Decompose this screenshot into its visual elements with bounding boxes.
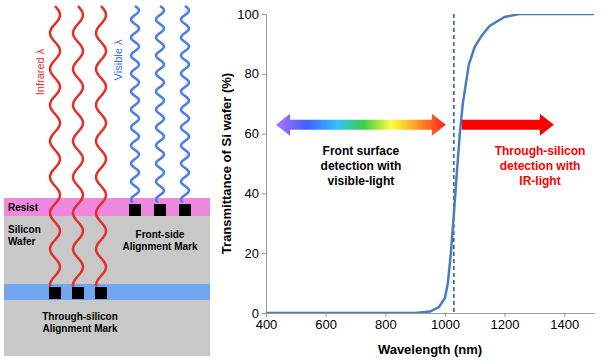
axis-line [267,313,595,314]
visible-label: Visible λ [112,39,124,80]
text-line: Alignment Mark [42,323,117,334]
resist-label: Resist [8,202,39,213]
tick-label: 1000 [431,317,460,332]
alignment-mark [129,204,141,216]
tick: 80 [245,66,266,81]
tick: 1400 [550,313,579,332]
plot-area [266,14,594,313]
through-mark-label: Through-siliconAlignment Mark [42,311,118,334]
wafer-label: SiliconWafer [8,224,41,247]
text-line: Through-silicon [495,144,586,158]
tick-label: 80 [245,66,259,81]
tick-mark [262,313,266,314]
alignment-mark [95,287,107,299]
transmittance-line [266,14,594,313]
tick-label: 0 [252,306,259,321]
text-line: Alignment Mark [122,241,197,252]
tick-mark [262,253,266,254]
tick-label: 1400 [550,317,579,332]
tick: 1200 [491,313,520,332]
light-wave [96,6,106,287]
tick: 1000 [431,313,460,332]
tick: 100 [237,7,266,22]
base-layer [4,300,210,356]
tick: 800 [375,313,397,332]
tick: 60 [245,126,266,141]
annotation: Front surfacedetection withvisible-light [321,144,402,188]
ir-arrow [462,114,554,136]
annotation: Through-silicondetection withIR-light [495,144,586,188]
text-line: Front surface [323,144,400,158]
tick: 20 [245,246,266,261]
diagram: Infrared λ Visible λ Resist SiliconWafer Fro… [4,6,210,356]
infrared-label: Infrared λ [34,48,46,95]
tick-label: 20 [245,246,259,261]
silicon-layer [4,216,210,284]
tick-label: 100 [237,7,259,22]
light-wave [156,6,164,203]
alignment-mark [49,287,61,299]
text-line: Silicon [8,224,41,235]
light-wave [50,6,60,287]
text-line: visible-light [328,174,395,188]
tick: 0 [252,306,266,321]
label-patch [7,223,42,248]
tick-mark [262,193,266,194]
light-wave [131,6,139,203]
x-axis-title: Wavelength (nm) [378,342,482,357]
tick-label: 1200 [491,317,520,332]
front-mark-label: Front-sideAlignment Mark [122,229,197,252]
light-wave [73,6,83,287]
x-axis: 400600800100012001400 [256,313,595,332]
tick: 40 [245,186,266,201]
y-axis: 0 20 40 60 80 100 [237,7,266,321]
tick-mark [262,14,266,15]
alignment-mark [72,287,84,299]
tick: 600 [315,313,337,332]
text-line: Through-silicon [42,311,118,322]
bottom-layer [4,284,210,300]
tick-label: 40 [245,186,259,201]
light-wave [181,6,189,203]
resist-layer [4,198,210,216]
text-line: detection with [500,159,581,173]
tick-mark [262,74,266,75]
text-line: Wafer [8,236,36,247]
threshold-line [453,14,455,313]
tick-label: 800 [375,317,397,332]
chart: 400600800100012001400020406080100Wavelen… [219,7,595,357]
axis-line [266,15,267,314]
figure: Infrared λ Visible λ Resist SiliconWafer Fro… [0,0,608,364]
tick-label: 60 [245,126,259,141]
text-line: Front-side [136,229,185,240]
alignment-mark [179,204,191,216]
visible-arrow [276,114,446,136]
text-line: detection with [321,159,402,173]
y-axis-title: Transmittance of Si wafer (%) [219,73,234,254]
tick-label: 600 [315,317,337,332]
alignment-mark [154,204,166,216]
text-line: IR-light [519,174,560,188]
annotations: Front surfacedetection withvisible-light… [276,114,585,188]
tick-mark [262,134,266,135]
